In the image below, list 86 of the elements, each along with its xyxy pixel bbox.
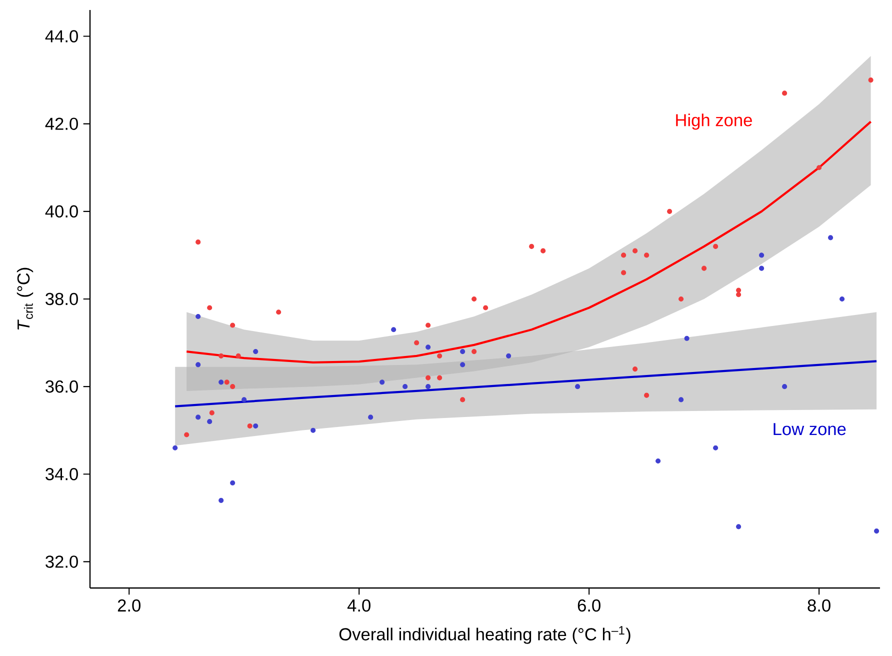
point xyxy=(472,348,477,354)
point xyxy=(736,292,742,298)
point xyxy=(759,252,764,258)
point xyxy=(218,353,224,358)
point xyxy=(483,305,488,310)
point xyxy=(840,296,845,302)
point xyxy=(426,322,431,328)
point xyxy=(426,344,431,350)
point xyxy=(460,397,466,402)
point xyxy=(575,384,580,390)
point xyxy=(529,244,534,249)
point xyxy=(759,266,764,271)
point xyxy=(621,252,626,258)
point xyxy=(678,397,684,402)
y-tick-label: 36.0 xyxy=(46,380,78,393)
point xyxy=(702,266,707,271)
point xyxy=(667,208,672,214)
point xyxy=(678,296,684,302)
point xyxy=(172,445,178,450)
point xyxy=(713,445,718,450)
point xyxy=(196,314,201,320)
point xyxy=(391,327,396,332)
point xyxy=(782,384,788,390)
point xyxy=(207,419,212,424)
y-tick-label: 40.0 xyxy=(45,205,78,218)
point xyxy=(460,348,466,354)
point xyxy=(656,458,661,464)
point xyxy=(460,362,466,368)
y-tick-label: 44.0 xyxy=(45,30,78,42)
point xyxy=(868,78,874,83)
point xyxy=(196,362,201,368)
point xyxy=(632,248,638,254)
y-axis-title: T$_{crit}$ (°C) xyxy=(16,268,34,330)
point xyxy=(242,397,247,402)
point xyxy=(874,528,880,534)
point xyxy=(224,380,230,385)
point xyxy=(828,235,834,240)
point xyxy=(644,252,650,258)
point xyxy=(196,240,201,245)
point xyxy=(426,375,431,380)
point xyxy=(218,498,224,503)
point xyxy=(402,384,408,390)
point xyxy=(253,348,258,354)
point xyxy=(368,414,374,420)
y-tick-label: 42.0 xyxy=(45,118,78,130)
point xyxy=(736,524,742,530)
point xyxy=(736,288,742,293)
point xyxy=(230,384,236,390)
point xyxy=(196,414,201,420)
point xyxy=(236,353,241,358)
y-tick-label: 38.0 xyxy=(46,292,78,306)
point xyxy=(276,310,282,315)
point xyxy=(207,305,212,310)
x-tick-label: 2.0 xyxy=(118,599,140,612)
point xyxy=(253,423,258,429)
point xyxy=(684,336,690,341)
point xyxy=(230,480,236,486)
annotation: Low zone xyxy=(774,423,846,436)
point xyxy=(816,165,822,170)
point xyxy=(621,270,626,276)
point xyxy=(632,366,638,372)
line-series xyxy=(174,360,878,408)
y-tick-label: 34.0 xyxy=(46,468,78,480)
point xyxy=(472,296,477,302)
point xyxy=(437,353,442,358)
point xyxy=(230,322,236,328)
x-axis-title: Overall individual heating rate (°C h$^{–1}$) xyxy=(339,626,630,644)
x-tick-label: 4.0 xyxy=(347,599,370,612)
annotation: High zone xyxy=(676,114,752,130)
x-tick-label: 8.0 xyxy=(808,599,830,612)
point xyxy=(184,432,190,438)
point xyxy=(426,384,431,390)
x-tick-label: 6.0 xyxy=(578,599,600,612)
point xyxy=(247,423,252,429)
point xyxy=(310,428,316,433)
point xyxy=(782,90,788,96)
point xyxy=(713,244,718,249)
point xyxy=(414,340,420,346)
point xyxy=(437,375,442,380)
point xyxy=(380,380,385,385)
point xyxy=(540,248,546,254)
y-tick-label: 32.0 xyxy=(46,556,78,568)
point xyxy=(644,392,650,398)
point xyxy=(506,353,512,358)
point xyxy=(209,410,214,416)
point xyxy=(218,380,224,385)
